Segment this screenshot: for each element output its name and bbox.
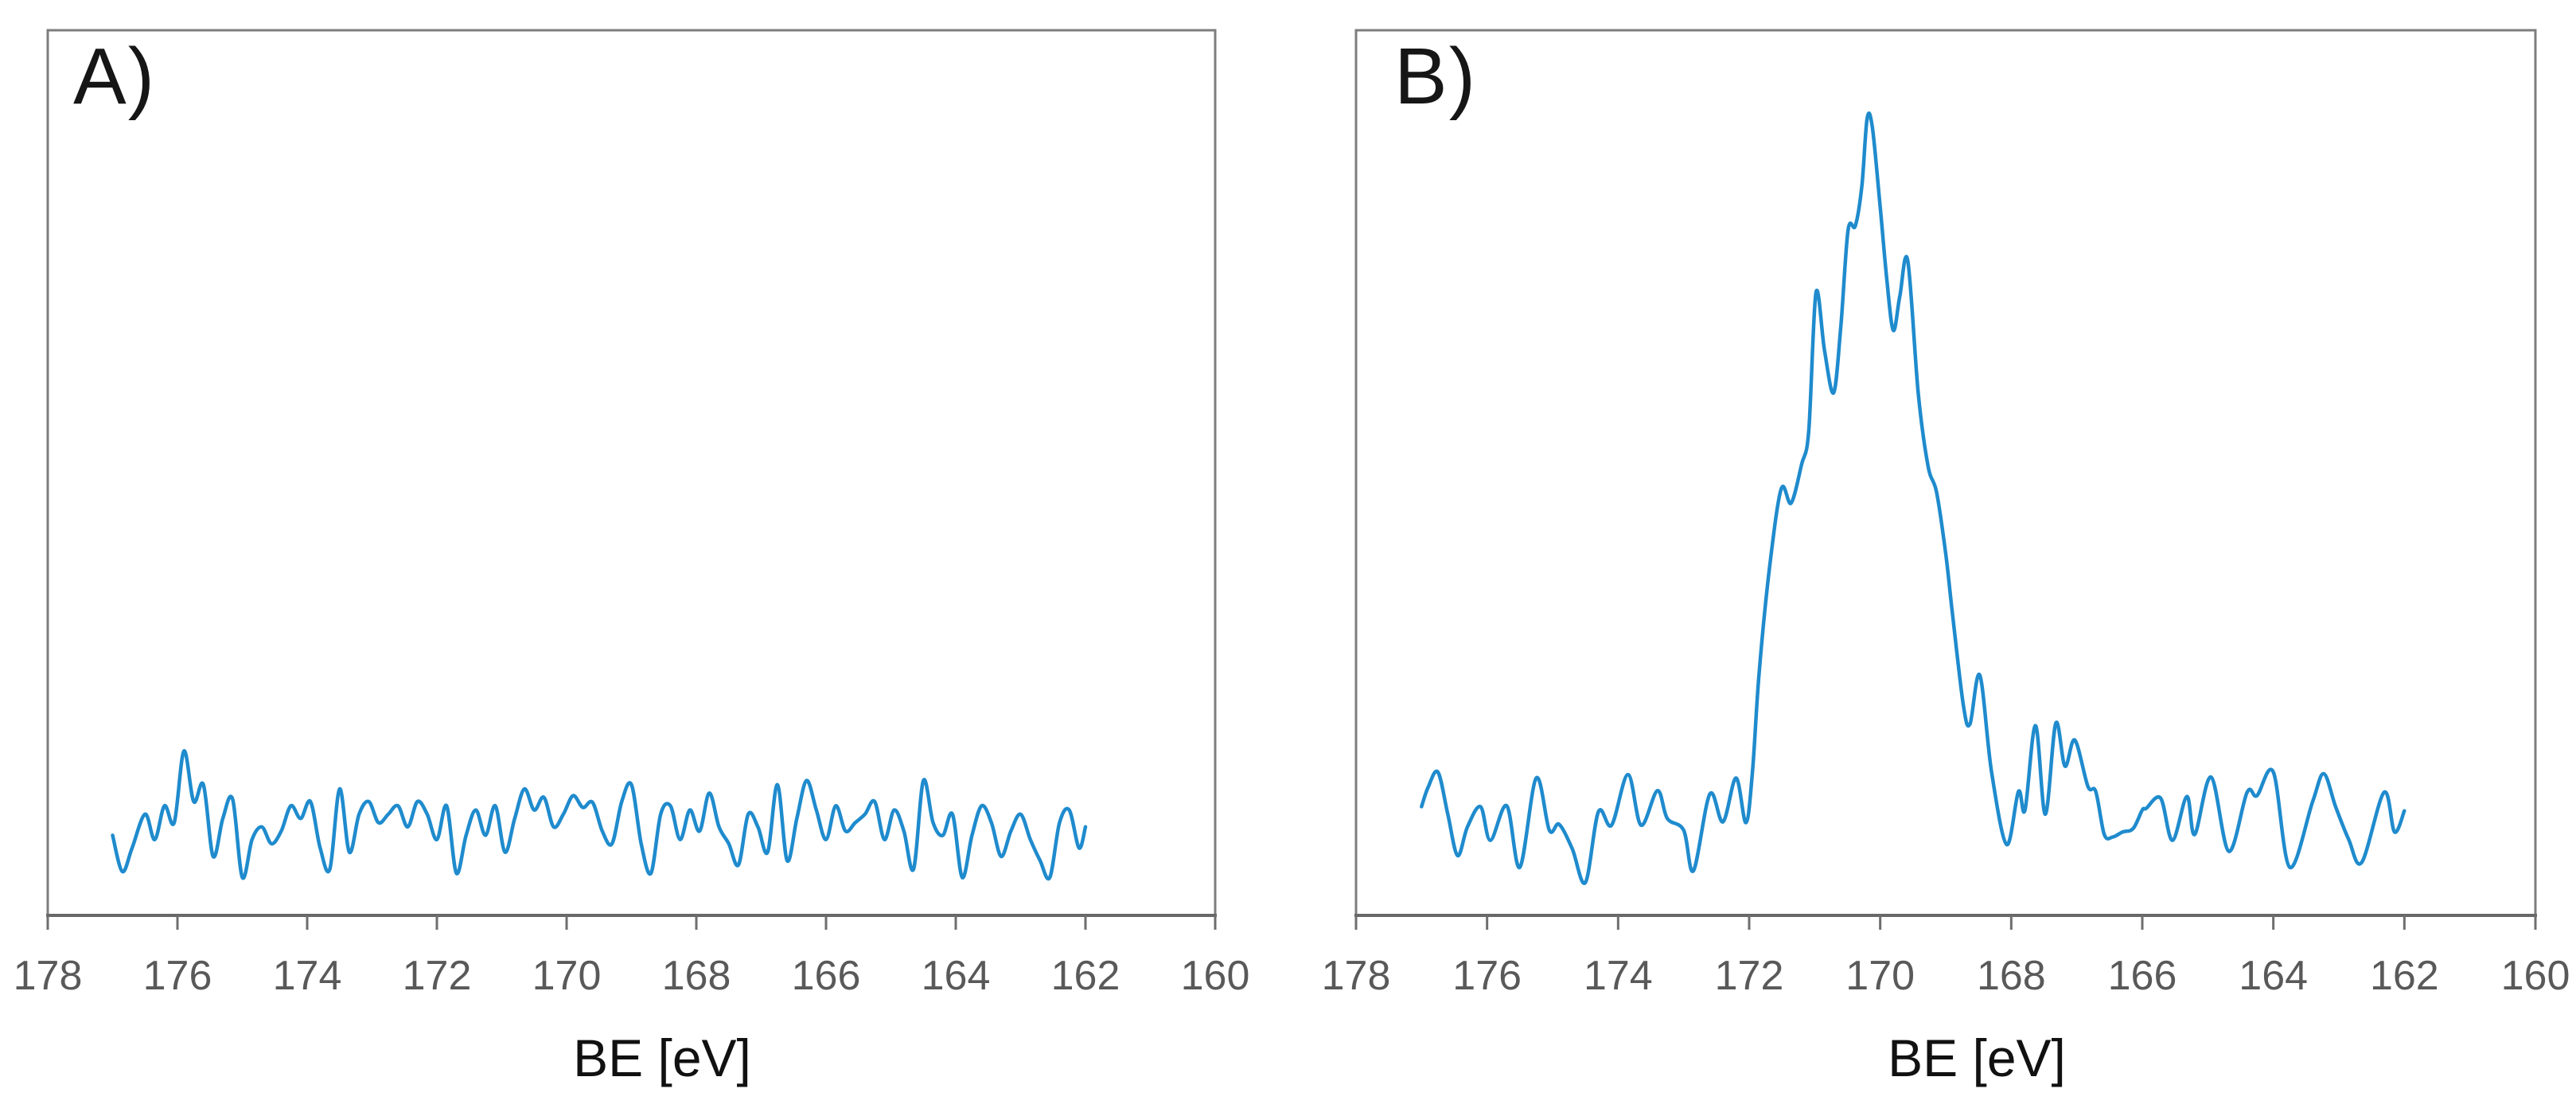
x-tick-label: 166	[2108, 953, 2177, 999]
x-tick-label: 162	[1051, 953, 1120, 999]
x-tick-label: 170	[1845, 953, 1915, 999]
x-tick-label: 160	[1181, 953, 1250, 999]
x-tick-label: 178	[14, 953, 83, 999]
panel-label-a: A)	[73, 32, 156, 121]
x-tick-label: 168	[1977, 953, 2046, 999]
x-tick-label: 164	[922, 953, 991, 999]
x-tick-label: 164	[2239, 953, 2308, 999]
x-axis-title-b: BE [eV]	[1888, 1028, 2066, 1087]
x-tick-label: 160	[2501, 953, 2570, 999]
x-tick-label: 162	[2370, 953, 2439, 999]
x-tick-label: 172	[1715, 953, 1784, 999]
x-tick-label: 174	[273, 953, 342, 999]
panel-label-b: B)	[1394, 32, 1477, 121]
x-tick-label: 176	[143, 953, 212, 999]
x-tick-label: 170	[532, 953, 602, 999]
x-tick-label: 172	[403, 953, 472, 999]
x-tick-label: 166	[792, 953, 861, 999]
x-tick-label: 168	[662, 953, 731, 999]
x-tick-label: 176	[1452, 953, 1522, 999]
x-tick-label: 174	[1584, 953, 1653, 999]
spectrum-line-a	[111, 749, 1088, 881]
chart-panel-a: 178 176 174 172 170 168 166 164 162 160	[14, 29, 1250, 999]
chart-panel-b: 178 176 174 172 170 168 166 164 162 160	[1322, 29, 2570, 999]
x-axis-title-a: BE [eV]	[573, 1028, 751, 1087]
x-tick-label: 178	[1322, 953, 1391, 999]
spectrum-line-b	[1420, 111, 2406, 885]
